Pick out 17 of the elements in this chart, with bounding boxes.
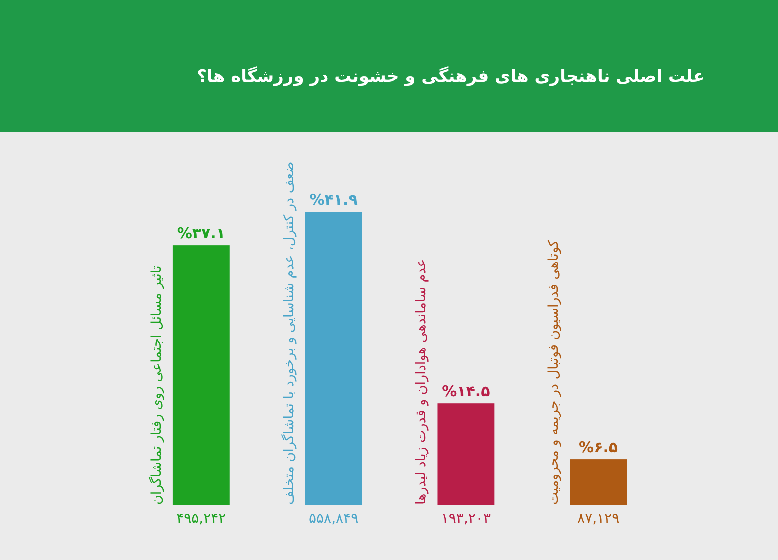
text: ۴۹۵,۲۴۲: [176, 511, 226, 527]
data-label: %۱۴.۵: [442, 382, 490, 401]
data-label: %۴۱.۹: [310, 191, 358, 209]
data-label: %۶.۵: [579, 438, 618, 457]
x-tick-label: کوتاهی فدراسیون فوتبال در جریمه و محرومیت: [546, 240, 562, 505]
data-label: %۳۷.۱: [177, 224, 226, 243]
chart-title: علت اصلی ناهنجاری های فرهنگی و خشونت در ورزشگاه ها؟: [197, 66, 705, 87]
text: ۸۷,۱۲۹: [578, 511, 620, 527]
bar: [305, 212, 362, 505]
bar: [172, 246, 230, 505]
x-tick-label: تاثیر مسائل اجتماعی روی رفتار تماشاگران: [148, 265, 165, 505]
x-tick-label: ضعف در کنترل، عدم شناسایی و برخورد با تماشاگران متخلف: [280, 162, 298, 505]
text: ۱۹۳,۲۰۳: [441, 511, 492, 527]
bar: [438, 404, 495, 505]
x-tick-label: عدم ساماندهی هواداران و قدرت زیاد لیدرها: [414, 259, 430, 505]
bar: [570, 460, 628, 505]
text: ۵۵۸,۸۴۹: [309, 511, 359, 527]
